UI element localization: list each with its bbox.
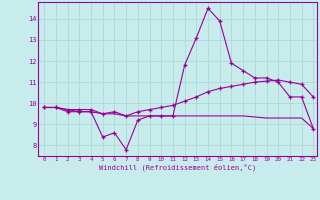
X-axis label: Windchill (Refroidissement éolien,°C): Windchill (Refroidissement éolien,°C) <box>99 164 256 171</box>
